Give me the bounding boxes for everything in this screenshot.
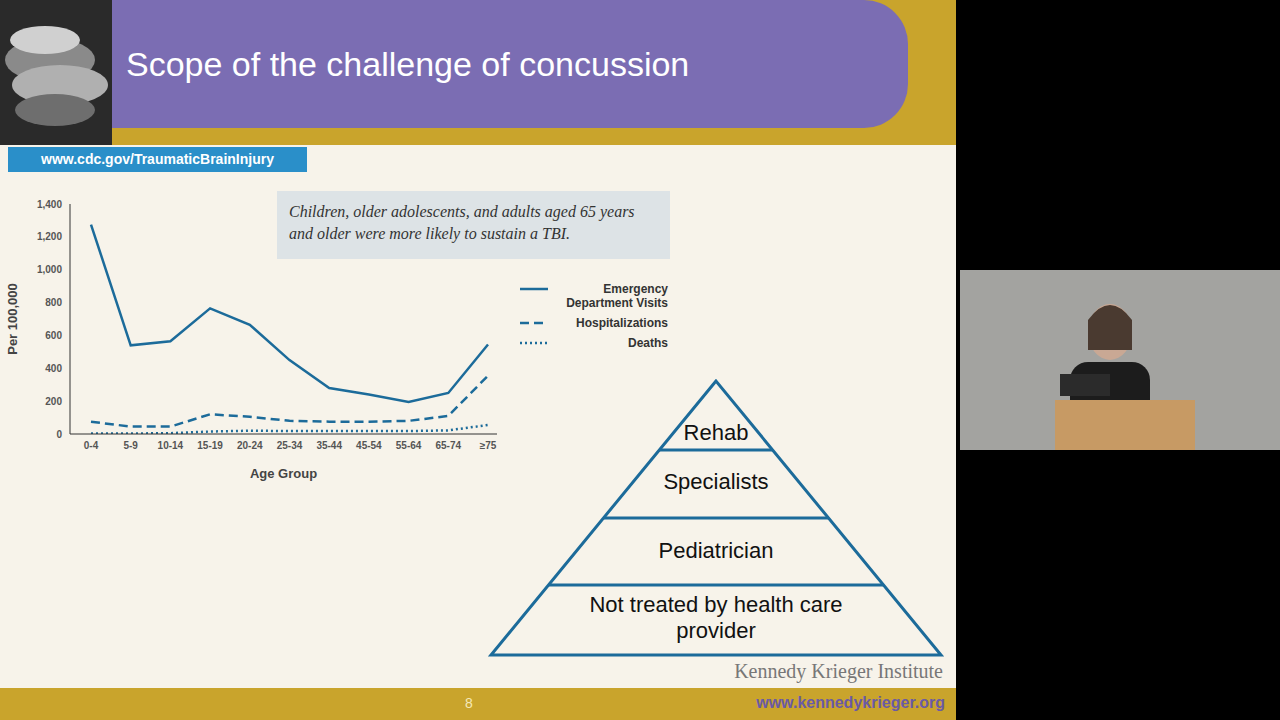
svg-text:1,000: 1,000 xyxy=(37,264,62,275)
svg-text:1,200: 1,200 xyxy=(37,231,62,242)
svg-text:Per 100,000: Per 100,000 xyxy=(5,283,20,355)
svg-text:800: 800 xyxy=(45,297,62,308)
svg-text:0-4: 0-4 xyxy=(84,440,99,451)
html-text:Emergency Department Visits: Emergency Department Visits xyxy=(566,282,668,310)
html-text:Specialists: Specialists xyxy=(663,469,769,494)
svg-text:200: 200 xyxy=(45,396,62,407)
svg-text:20-24: 20-24 xyxy=(237,440,263,451)
html-text:www.cdc.gov/TraumaticBrainInju: www.cdc.gov/TraumaticBrainInjury xyxy=(41,151,274,167)
html-text:Kennedy Krieger Institute: Kennedy Krieger Institute xyxy=(734,660,943,682)
html-text:Hospitalizations: Hospitalizations xyxy=(576,316,668,330)
html-text:Deaths: Deaths xyxy=(628,336,668,350)
svg-text:≥75: ≥75 xyxy=(480,440,497,451)
html-text:Pediatrician: Pediatrician xyxy=(658,538,774,563)
html-text:www.kennedykrieger.org: www.kennedykrieger.org xyxy=(756,694,945,711)
svg-text:25-34: 25-34 xyxy=(277,440,303,451)
svg-text:Age Group: Age Group xyxy=(250,466,317,481)
html-text:Children, older adolescents, a: Children, older adolescents, and adults … xyxy=(289,203,635,242)
svg-text:0: 0 xyxy=(56,429,62,440)
svg-text:400: 400 xyxy=(45,363,62,374)
html-text:Rehab: Rehab xyxy=(683,420,749,445)
svg-text:65-74: 65-74 xyxy=(436,440,462,451)
svg-text:600: 600 xyxy=(45,330,62,341)
html-text:Not treated by health care pro: Not treated by health care provider xyxy=(589,592,843,643)
svg-text:1,400: 1,400 xyxy=(37,199,62,210)
html-text:Scope of the challenge of conc: Scope of the challenge of concussion xyxy=(126,45,690,83)
svg-text:15-19: 15-19 xyxy=(197,440,223,451)
svg-text:35-44: 35-44 xyxy=(316,440,342,451)
svg-text:45-54: 45-54 xyxy=(356,440,382,451)
html-text:8: 8 xyxy=(465,695,473,711)
svg-text:55-64: 55-64 xyxy=(396,440,422,451)
svg-text:10-14: 10-14 xyxy=(158,440,184,451)
svg-text:5-9: 5-9 xyxy=(123,440,138,451)
